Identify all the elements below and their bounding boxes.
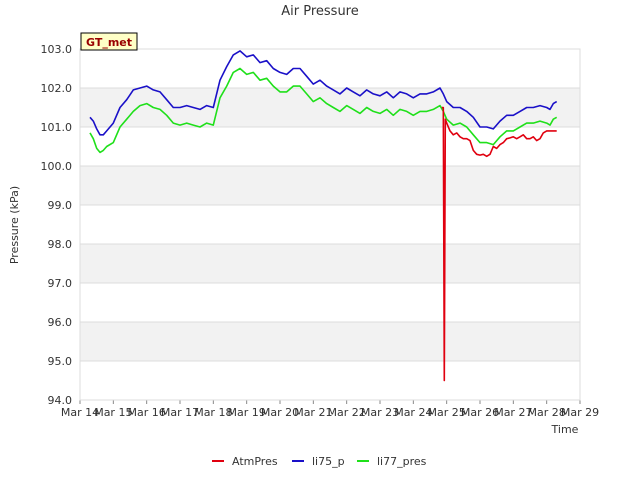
y-tick-label: 96.0 (48, 316, 73, 329)
series-line-li75-p (89, 50, 558, 136)
chart-title: Air Pressure (281, 4, 359, 19)
background-band (80, 322, 580, 361)
series-line-atmpres (441, 106, 557, 382)
x-tick-label: Mar 29 (561, 406, 599, 419)
background-band (80, 88, 580, 127)
y-tick-label: 97.0 (48, 277, 73, 290)
legend: AtmPres li75_p li77_pres (212, 455, 427, 468)
x-tick-label: Mar 17 (161, 406, 199, 419)
axes: 94.0 95.0 96.0 97.0 98.0 99.0 100.0 101.0 102.0 1… (41, 43, 600, 419)
x-tick-label: Mar 24 (394, 406, 432, 419)
y-tick-label: 101.0 (41, 121, 73, 134)
x-tick-label: Mar 25 (428, 406, 466, 419)
series-line-li77-pres (89, 67, 558, 154)
x-tick-label: Mar 23 (361, 406, 399, 419)
y-tick-label: 98.0 (48, 238, 73, 251)
x-tick-label: Mar 14 (61, 406, 99, 419)
x-tick-label: Mar 20 (261, 406, 299, 419)
x-tick-label: Mar 21 (294, 406, 332, 419)
y-tick-label: 100.0 (41, 160, 73, 173)
legend-label-atmpres: AtmPres (232, 455, 278, 468)
y-tick-label: 95.0 (48, 355, 73, 368)
x-tick-label: Mar 28 (528, 406, 566, 419)
x-tick-label: Mar 16 (128, 406, 166, 419)
background-band (80, 244, 580, 283)
badge-label: GT_met (86, 36, 132, 49)
badge-box (80, 32, 138, 51)
y-tick-label: 102.0 (41, 82, 73, 95)
y-axis-label: Pressure (kPa) (8, 186, 21, 264)
legend-label-li77-pres: li77_pres (377, 455, 427, 468)
plot-frame (79, 48, 581, 401)
x-axis-label: Time (551, 423, 579, 436)
x-tick-label: Mar 26 (461, 406, 499, 419)
x-tick-label: Mar 15 (94, 406, 132, 419)
background-band (80, 166, 580, 205)
plot-background-bands (80, 88, 580, 361)
y-tick-label: 94.0 (48, 394, 73, 407)
x-tick-label: Mar 18 (194, 406, 232, 419)
x-tick-label: Mar 27 (494, 406, 532, 419)
x-tick-label: Mar 19 (228, 406, 266, 419)
station-badge: GT_met (80, 32, 138, 51)
y-tick-label: 99.0 (48, 199, 73, 212)
legend-label-li75-p: li75_p (312, 455, 345, 468)
y-tick-label: 103.0 (41, 43, 73, 56)
series-lines (89, 50, 558, 382)
x-tick-label: Mar 22 (328, 406, 366, 419)
